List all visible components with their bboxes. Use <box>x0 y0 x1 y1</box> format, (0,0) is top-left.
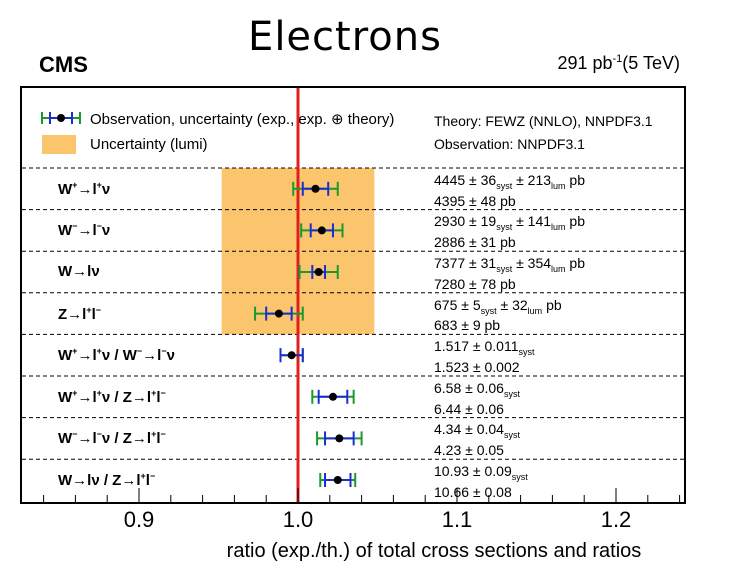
legend-point <box>57 114 65 122</box>
theory-value: 2886 ± 31 pb <box>434 234 516 251</box>
row-values: 2930 ± 19syst ± 141lum pb 2886 ± 31 pb <box>434 214 585 250</box>
x-tick-label: 1.0 <box>282 507 314 532</box>
row-values: 4.34 ± 0.04syst 4.23 ± 0.05 <box>434 422 520 458</box>
x-tick-label: 0.9 <box>123 507 155 532</box>
measured-value: 4445 ± 36syst ± 213lum pb <box>434 171 586 191</box>
row-values: 1.517 ± 0.011syst 1.523 ± 0.002 <box>434 339 535 375</box>
legend-lumi-label: Uncertainty (lumi) <box>90 136 208 153</box>
measured-value: 10.93 ± 0.09syst <box>434 463 528 482</box>
lumi-suffix: (5 TeV) <box>622 53 680 73</box>
measured-value: 2930 ± 19syst ± 141lum pb <box>434 213 586 233</box>
measured-value: 4.34 ± 0.04syst <box>434 421 520 441</box>
chart-title: Electrons <box>248 14 442 60</box>
row-label: W→lν <box>58 263 100 280</box>
theory-note: Theory: FEWZ (NNLO), NNPDF3.1 <box>434 113 653 129</box>
row-values: 4445 ± 36syst ± 213lum pb 4395 ± 48 pb <box>434 171 586 209</box>
theory-value: 1.523 ± 0.002 <box>434 358 520 375</box>
row-label: W+→l+ν <box>58 179 111 198</box>
data-point <box>317 226 326 235</box>
lumi-exponent: -1 <box>612 53 623 65</box>
legend-observation-label: Observation, uncertainty (exp., exp. ⊕ t… <box>90 111 395 128</box>
plot-frame <box>20 86 686 504</box>
measured-value: 675 ± 5syst ± 32lum pb <box>434 296 562 316</box>
theory-value: 10.66 ± 0.08 <box>434 483 512 500</box>
data-point <box>274 309 283 318</box>
row-values: 6.58 ± 0.06syst 6.44 ± 0.06 <box>434 379 520 417</box>
data-point <box>287 351 296 360</box>
row-label: W+→l+ν / W−→l−ν <box>58 346 175 365</box>
row-label: W−→l−ν / Z→l+l− <box>58 429 166 448</box>
row-label: Z→l+l− <box>58 304 102 323</box>
x-axis-label: ratio (exp./th.) of total cross sections… <box>226 540 642 562</box>
row-label: W+→l+ν / Z→l+l− <box>58 387 166 406</box>
theory-value: 683 ± 9 pb <box>434 317 501 334</box>
data-point <box>311 184 320 193</box>
observation-note: Observation: NNPDF3.1 <box>434 136 585 152</box>
measured-value: 6.58 ± 0.06syst <box>434 379 520 399</box>
data-point <box>328 392 337 401</box>
theory-value: 6.44 ± 0.06 <box>434 400 504 417</box>
luminosity-label: 291 pb-1(5 TeV) <box>557 53 680 74</box>
row-label: W−→l−ν <box>58 221 111 240</box>
data-point <box>333 476 342 484</box>
theory-value: 7280 ± 78 pb <box>434 275 516 292</box>
row-values: 7377 ± 31syst ± 354lum pb 7280 ± 78 pb <box>434 256 585 292</box>
measured-value: 7377 ± 31syst ± 354lum pb <box>434 255 586 274</box>
theory-value: 4.23 ± 0.05 <box>434 442 504 459</box>
measured-value: 1.517 ± 0.011syst <box>434 338 535 357</box>
legend-lumi-swatch <box>42 135 76 154</box>
experiment-label: CMS <box>39 52 88 77</box>
row-values: 675 ± 5syst ± 32lum pb 683 ± 9 pb <box>434 296 562 334</box>
row-values: 10.93 ± 0.09syst 10.66 ± 0.08 <box>434 464 528 500</box>
data-point <box>314 268 323 276</box>
data-point <box>335 434 344 443</box>
x-tick-label: 1.2 <box>600 507 632 532</box>
theory-value: 4395 ± 48 pb <box>434 192 516 209</box>
row-label: W→lν / Z→l+l− <box>58 471 156 489</box>
x-tick-label: 1.1 <box>441 507 473 532</box>
lumi-value: 291 pb <box>557 53 613 73</box>
